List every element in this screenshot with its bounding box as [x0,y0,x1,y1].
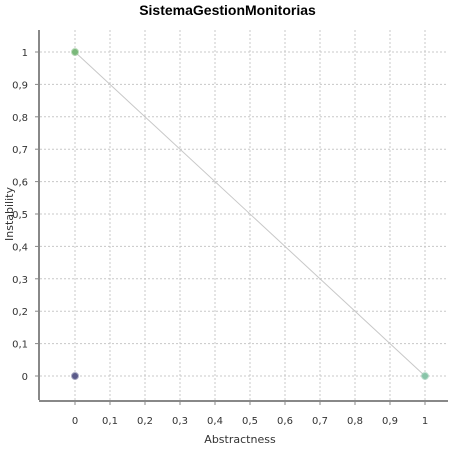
y-tick-label: 0,3 [12,275,28,286]
x-tick-label: 0,6 [277,416,293,427]
y-tick-label: 0,4 [12,242,28,253]
y-tick-label: 0,6 [12,178,28,189]
x-tick-label: 0,4 [207,416,223,427]
data-point [422,373,428,379]
y-tick-label: 1 [22,48,28,59]
x-tick-label: 0,7 [312,416,328,427]
x-tick-label: 0,8 [347,416,363,427]
x-tick-labels: 0 0,1 0,2 0,3 0,4 0,5 0,6 0,7 0,8 0,9 1 [72,416,428,427]
axes [35,30,448,405]
x-axis-label: Abstractness [204,433,276,446]
y-axis-label: Instability [3,187,16,241]
x-tick-label: 0,9 [382,416,398,427]
x-tick-label: 0,2 [137,416,153,427]
x-tick-label: 0 [72,416,78,427]
y-tick-label: 0,8 [12,113,28,124]
y-tick-label: 0,2 [12,307,28,318]
x-tick-label: 0,3 [172,416,188,427]
data-point [72,49,78,55]
y-tick-label: 0,9 [12,80,28,91]
data-point [72,373,78,379]
y-tick-label: 0,1 [12,340,28,351]
grid [40,30,448,400]
x-tick-label: 0,5 [242,416,258,427]
x-tick-label: 1 [422,416,428,427]
y-tick-label: 0 [22,372,28,383]
y-tick-label: 0,7 [12,145,28,156]
x-tick-label: 0,1 [102,416,118,427]
